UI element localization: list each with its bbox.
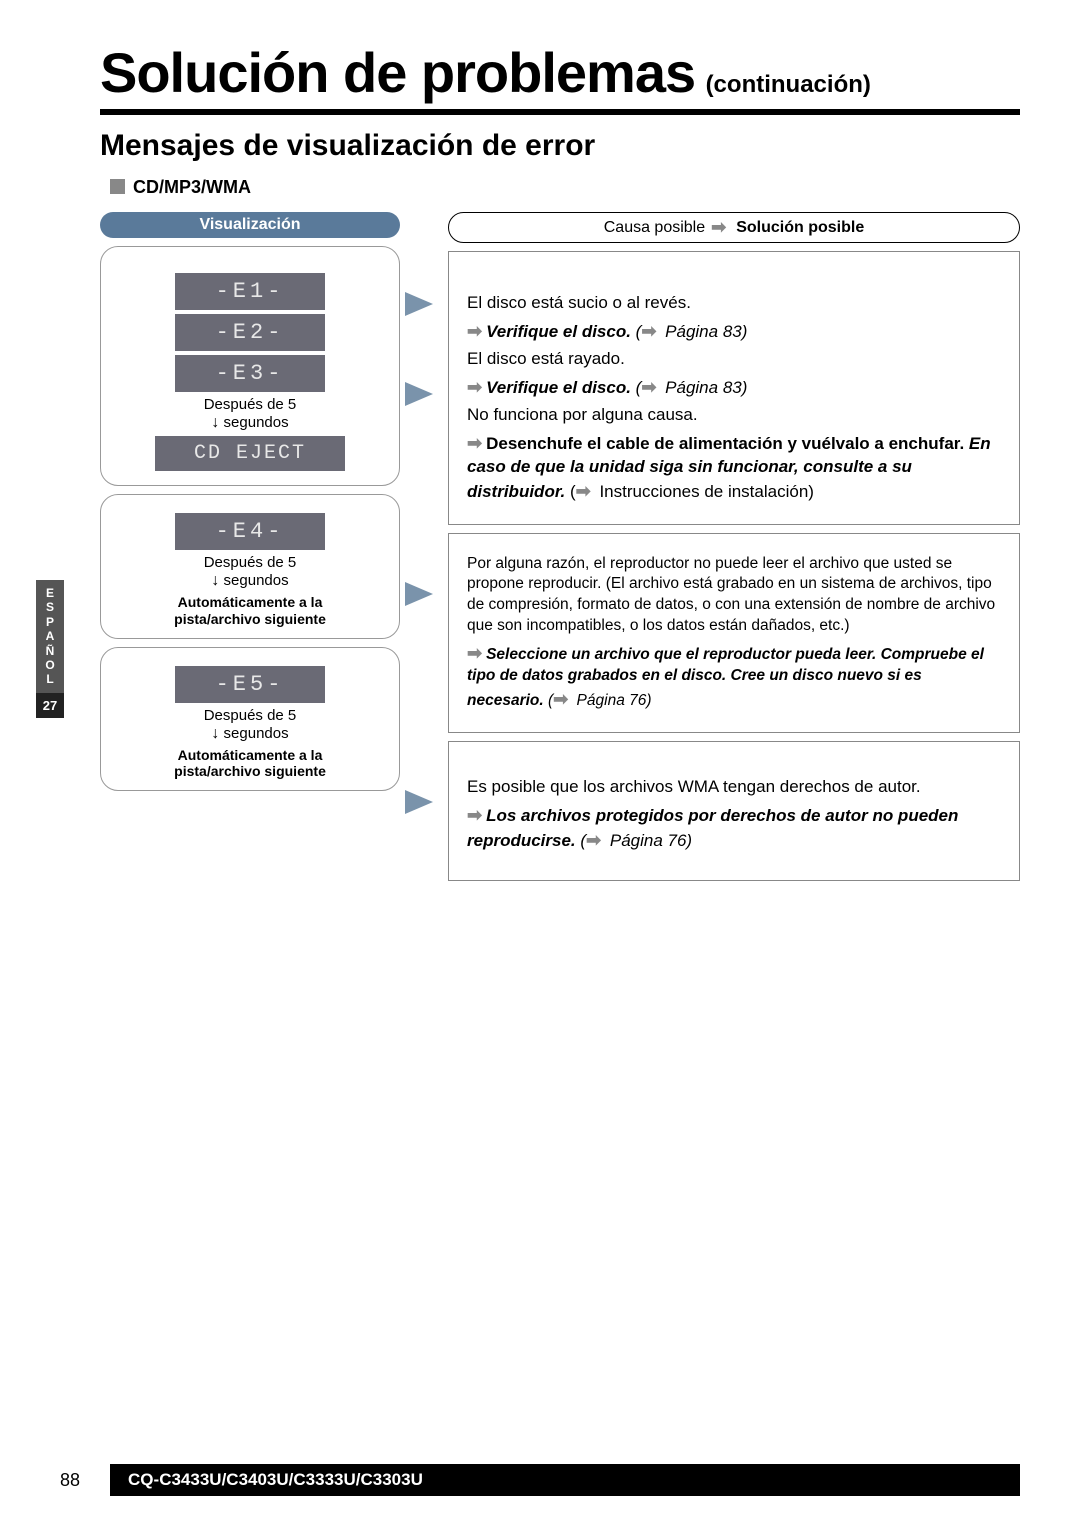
- viz-panel-e4: -E4- Después de 5 ↓ segundos Automáticam…: [100, 494, 400, 639]
- arrow-right-icon: ➡: [586, 828, 601, 852]
- cause-text: Por alguna razón, el reproductor no pued…: [467, 554, 1001, 638]
- cause-text: Es posible que los archivos WMA tengan d…: [467, 776, 1001, 799]
- solution-text: Verifique el disco.: [486, 378, 631, 397]
- lcd-cd-eject: CD EJECT: [155, 436, 345, 471]
- explain-box-1: El disco está sucio o al revés. ➡Verifiq…: [448, 251, 1020, 525]
- arrow-right-icon: ➡: [553, 687, 568, 711]
- square-bullet-icon: [110, 179, 125, 194]
- lcd-code-e4: -E4-: [175, 513, 325, 550]
- explain-box-3: Es posible que los archivos WMA tengan d…: [448, 741, 1020, 881]
- triangle-marker-icon: [405, 582, 433, 606]
- paren: (: [576, 831, 586, 850]
- triangle-marker-icon: [405, 790, 433, 814]
- auto-next-e5: Automáticamente a la pista/archivo sigui…: [111, 747, 389, 781]
- page-title: Solución de problemas: [100, 41, 695, 104]
- paren: (: [631, 378, 641, 397]
- auto-next-e4-l1: Automáticamente a la: [178, 594, 323, 610]
- section-title: Mensajes de visualización de error: [100, 129, 1020, 163]
- down-arrow-icon: ↓: [211, 725, 219, 742]
- page-ref: Página 76): [572, 692, 651, 709]
- visualization-header: Visualización: [100, 212, 400, 238]
- lcd-code-e2: -E2-: [175, 314, 325, 351]
- paren: (: [631, 322, 641, 341]
- subsection-heading: CD/MP3/WMA: [110, 177, 1020, 198]
- lcd-code-e1: -E1-: [175, 273, 325, 310]
- triangle-marker-icon: [405, 292, 433, 316]
- page-ref: Instrucciones de instalación): [595, 482, 814, 501]
- model-bar: CQ-C3433U/C3403U/C3333U/C3303U: [110, 1464, 1020, 1496]
- page-footer: 88 CQ-C3433U/C3403U/C3333U/C3303U: [0, 1464, 1080, 1496]
- timing-text-e4: Después de 5 ↓ segundos: [111, 554, 389, 590]
- arrow-right-icon: ➡: [467, 375, 482, 399]
- cause-solution-header: Causa posible ➡ Solución posible: [448, 212, 1020, 243]
- arrow-right-icon: ➡: [467, 319, 482, 343]
- timing-text: Después de 5 ↓ segundos: [111, 396, 389, 432]
- arrow-right-icon: ➡: [467, 803, 482, 827]
- timing-e5-line1: Después de 5: [204, 707, 297, 724]
- arrow-right-icon: ➡: [641, 319, 656, 343]
- page-ref: Página 83): [660, 322, 747, 341]
- auto-next-e5-l1: Automáticamente a la: [178, 747, 323, 763]
- auto-next-e4-l2: pista/archivo siguiente: [174, 611, 326, 627]
- solution-text: Desenchufe el cable de alimentación y vu…: [486, 434, 964, 453]
- cause-label: Causa posible: [604, 219, 705, 237]
- solution-line: ➡Seleccione un archivo que el reproducto…: [467, 641, 1001, 712]
- title-divider: [100, 109, 1020, 115]
- page-ref: Página 76): [605, 831, 692, 850]
- arrow-right-icon: ➡: [467, 431, 482, 455]
- solution-line: ➡Verifique el disco. (➡ Página 83): [467, 319, 1001, 344]
- triangle-marker-icon: [405, 382, 433, 406]
- viz-panel-e1-e3: -E1- -E2- -E3- Después de 5 ↓ segundos C…: [100, 246, 400, 486]
- paren: (: [565, 482, 575, 501]
- visualization-column: Visualización -E1- -E2- -E3- Después de …: [100, 212, 400, 889]
- paren: (: [544, 692, 553, 709]
- cause-text: El disco está rayado.: [467, 348, 1001, 371]
- solution-line: ➡Los archivos protegidos por derechos de…: [467, 803, 1001, 853]
- page-number: 88: [60, 1470, 80, 1491]
- solution-line: ➡Desenchufe el cable de alimentación y v…: [467, 431, 1001, 504]
- arrow-right-icon: ➡: [711, 217, 726, 238]
- down-arrow-icon: ↓: [211, 414, 219, 431]
- arrow-right-icon: ➡: [641, 375, 656, 399]
- timing-line2: segundos: [224, 414, 289, 431]
- explanation-column: Causa posible ➡ Solución posible El disc…: [448, 212, 1020, 889]
- arrow-right-icon: ➡: [576, 479, 591, 503]
- lcd-code-e5: -E5-: [175, 666, 325, 703]
- timing-line1: Después de 5: [204, 396, 297, 413]
- arrow-right-icon: ➡: [467, 641, 482, 665]
- lcd-code-e3: -E3-: [175, 355, 325, 392]
- auto-next-e5-l2: pista/archivo siguiente: [174, 763, 326, 779]
- timing-e5-line2: segundos: [224, 725, 289, 742]
- viz-panel-e5: -E5- Después de 5 ↓ segundos Automáticam…: [100, 647, 400, 792]
- cause-text: No funciona por alguna causa.: [467, 404, 1001, 427]
- page-title-row: Solución de problemas (continuación): [100, 40, 1020, 105]
- page-subtitle: (continuación): [706, 71, 871, 98]
- down-arrow-icon: ↓: [211, 572, 219, 589]
- timing-e4-line1: Después de 5: [204, 554, 297, 571]
- solution-label: Solución posible: [736, 219, 864, 237]
- solution-text: Los archivos protegidos por derechos de …: [467, 806, 958, 850]
- timing-e4-line2: segundos: [224, 572, 289, 589]
- solution-text: Verifique el disco.: [486, 322, 631, 341]
- auto-next-e4: Automáticamente a la pista/archivo sigui…: [111, 594, 389, 628]
- solution-line: ➡Verifique el disco. (➡ Página 83): [467, 375, 1001, 400]
- page-ref: Página 83): [660, 378, 747, 397]
- timing-text-e5: Después de 5 ↓ segundos: [111, 707, 389, 743]
- content-row: Visualización -E1- -E2- -E3- Después de …: [100, 212, 1020, 889]
- cause-text: El disco está sucio o al revés.: [467, 292, 1001, 315]
- explain-box-2: Por alguna razón, el reproductor no pued…: [448, 533, 1020, 733]
- subsection-label: CD/MP3/WMA: [133, 177, 251, 197]
